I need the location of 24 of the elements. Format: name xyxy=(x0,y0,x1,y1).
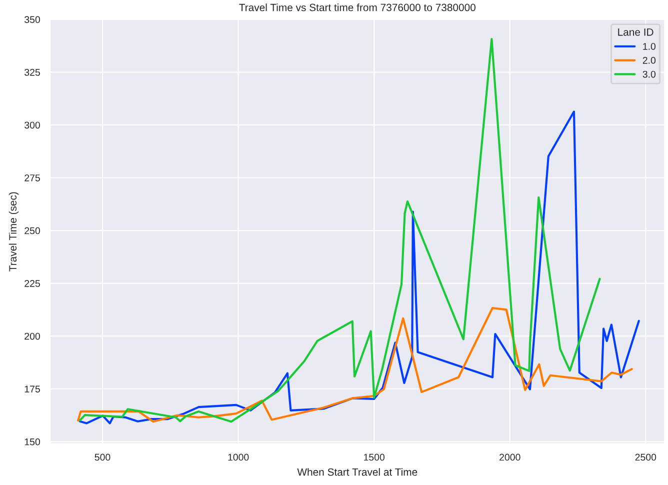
y-tick-label: 350 xyxy=(24,16,40,24)
x-tick-label: 500 xyxy=(94,454,110,461)
y-tick-label: 200 xyxy=(24,332,40,340)
x-tick-label: 2000 xyxy=(500,454,520,461)
legend-label: 2.0 xyxy=(642,56,656,64)
line-series xyxy=(78,38,601,423)
y-axis-title: Travel Time (sec) xyxy=(8,192,19,272)
x-tick-label: 1000 xyxy=(228,454,249,461)
y-tick-label: 275 xyxy=(24,174,40,182)
legend-title: Lane ID xyxy=(618,28,654,36)
chart-title: Travel Time vs Start time from 7376000 to 7380000 xyxy=(239,4,476,12)
x-tick-label: 2500 xyxy=(635,454,656,461)
y-tick-label: 300 xyxy=(24,122,40,129)
y-tick-label: 250 xyxy=(24,227,40,234)
x-axis-title: When Start Travel at Time xyxy=(297,468,418,476)
legend-label: 3.0 xyxy=(642,70,656,78)
legend-label: 1.0 xyxy=(643,42,656,50)
line-series xyxy=(78,110,640,424)
line-series xyxy=(77,306,633,423)
y-tick-label: 225 xyxy=(24,280,40,287)
y-tick-label: 150 xyxy=(24,438,40,446)
y-tick-label: 175 xyxy=(24,386,40,392)
x-tick-label: 1500 xyxy=(364,454,385,461)
y-tick-label: 325 xyxy=(24,68,40,76)
